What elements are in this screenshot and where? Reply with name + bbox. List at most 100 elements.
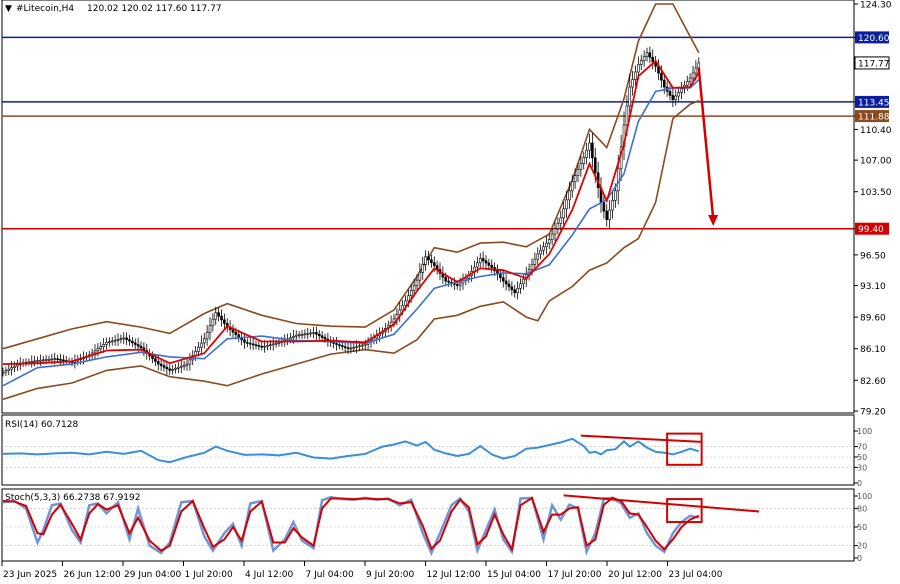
candle-body — [338, 344, 341, 346]
candle-body — [105, 342, 108, 345]
price-level-label: 117.77 — [858, 59, 890, 69]
candle-body — [1, 371, 5, 374]
stoch-tick-label: 50 — [857, 523, 867, 532]
price-level-label-box — [854, 56, 890, 70]
candle-body — [154, 358, 157, 362]
price-tick-label: 82.60 — [860, 377, 886, 387]
candle-body — [323, 337, 327, 340]
chart-symbol: #Litecoin,H4 — [16, 4, 74, 14]
candle-body — [677, 92, 680, 97]
candle-body — [254, 344, 258, 346]
stoch-trendline — [563, 494, 760, 513]
candle-body — [556, 222, 560, 230]
price-level-label: 111.88 — [858, 113, 890, 123]
candle-body — [44, 359, 48, 361]
rsi-trendline — [580, 434, 702, 443]
time-axis: 23 Jun 2025 26 Jun 12:00 29 Jun 04:00 1 Jul… — [1, 561, 723, 580]
price-tick-label: 124.30 — [860, 1, 892, 11]
candle-body — [41, 359, 45, 362]
stoch-signal-line — [2, 496, 700, 553]
candle-body — [59, 358, 62, 361]
candle-body — [691, 72, 695, 79]
candle-body — [246, 342, 249, 344]
stoch-tick-label: 20 — [857, 542, 867, 551]
candle-body — [662, 79, 666, 88]
candle-body — [648, 52, 652, 58]
candle-body — [501, 277, 505, 282]
candle-body — [447, 280, 450, 283]
candle-body — [547, 239, 551, 244]
candle-body — [257, 345, 261, 347]
time-tick-label: 7 Jul 04:00 — [306, 570, 355, 580]
candle-body — [651, 56, 655, 63]
rsi-tick-label: 100 — [857, 427, 872, 436]
stoch-panel-frame — [1, 488, 855, 562]
candle-body — [674, 95, 678, 100]
price-tick-label: 107.00 — [860, 157, 892, 167]
rsi-highlight-box — [666, 432, 703, 466]
candle-body — [645, 52, 649, 57]
candle-body — [671, 95, 675, 100]
candle-body — [530, 264, 534, 270]
candle-body — [13, 365, 16, 368]
candle-body — [513, 289, 517, 294]
candle-body — [430, 259, 433, 263]
candle-body — [490, 264, 494, 268]
time-tick-label: 9 Jul 20:00 — [366, 570, 415, 580]
candle-body — [427, 256, 430, 260]
candle-body — [355, 346, 358, 348]
candle-body — [136, 344, 140, 347]
price-panel-frame — [1, 0, 855, 414]
candle-body — [504, 280, 508, 285]
candle-body — [303, 333, 307, 336]
candle-body — [50, 358, 54, 361]
candle-body — [16, 364, 19, 367]
candle-body — [602, 202, 606, 212]
candle-body — [125, 337, 128, 340]
candle-body — [200, 342, 203, 348]
candle-body — [582, 157, 586, 164]
chart-ohlc: 120.02 120.02 117.60 117.77 — [87, 4, 222, 14]
candle-body — [294, 334, 298, 337]
candle-body — [579, 163, 583, 170]
price-level-label: 120.60 — [858, 34, 890, 44]
candle-body — [182, 364, 186, 367]
candle-body — [36, 360, 39, 362]
header-arrow[interactable]: ▼ — [5, 4, 12, 14]
candle-body — [300, 333, 304, 336]
candle-body — [188, 359, 192, 365]
price-tick-label: 96.50 — [860, 251, 886, 261]
candle-body — [611, 200, 614, 211]
candle-body — [251, 343, 255, 346]
candle-body — [409, 290, 413, 297]
candle-body — [177, 366, 180, 369]
candle-body — [274, 342, 278, 345]
candle-body — [33, 360, 36, 363]
time-tick-label: 12 Jul 12:00 — [427, 570, 481, 580]
candle-body — [317, 333, 321, 337]
candle-body — [576, 169, 580, 176]
candle-body — [128, 339, 131, 342]
candle-body — [573, 175, 577, 183]
candle-body — [234, 331, 238, 336]
price-level-label-box — [855, 222, 889, 235]
price-level-label-box — [855, 95, 889, 108]
rsi-title: RSI(14) 60.7128 — [5, 420, 78, 430]
candle-body — [444, 276, 448, 282]
candle-body — [421, 264, 425, 273]
rsi-panel-frame — [1, 414, 855, 486]
candle-body — [243, 339, 246, 343]
candle-body — [332, 342, 335, 344]
rsi-plot — [2, 432, 854, 468]
candle-body — [415, 279, 419, 286]
candle-body — [628, 86, 632, 107]
candle-body — [122, 337, 126, 340]
candle-body — [93, 350, 97, 354]
candle-body — [309, 332, 312, 335]
candle-body — [481, 258, 485, 262]
time-tick-label: 17 Jul 20:00 — [548, 570, 602, 580]
candle-body — [559, 217, 563, 224]
candle-body — [637, 64, 640, 73]
candle-body — [165, 366, 169, 370]
candle-body — [484, 260, 488, 264]
